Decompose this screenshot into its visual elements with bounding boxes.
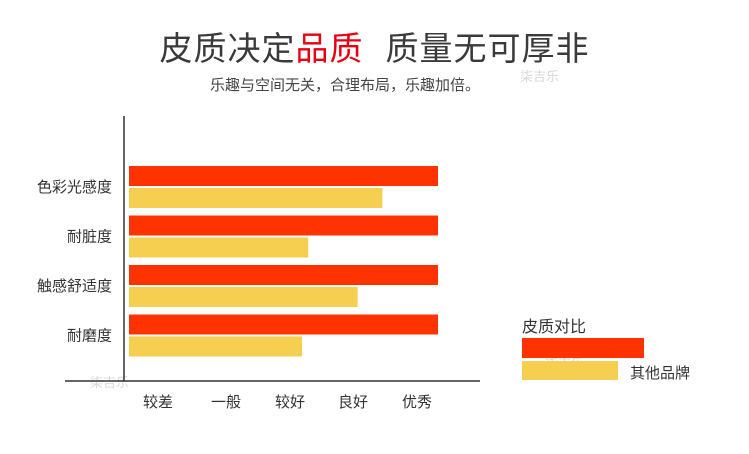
bar-other-2 [129, 237, 309, 258]
bar-other-1 [129, 188, 383, 208]
page-title: 皮质决定品质 质量无可厚非 [0, 22, 749, 70]
x-tick-label-2: 一般 [211, 393, 241, 411]
x-tick-label-3: 较好 [275, 393, 305, 411]
watermark-bottom: 柒吉乐 [90, 376, 130, 391]
watermark-top: 柒吉乐 [520, 70, 560, 85]
title-highlight: 品质 [295, 29, 364, 68]
category-label-1: 色彩光感度 [37, 178, 112, 196]
page-subtitle: 乐趣与空间无关，合理布局，乐趣加倍。 [210, 76, 481, 94]
category-label-4: 耐磨度 [67, 327, 112, 345]
bar-other-3 [129, 287, 358, 307]
legend-title: 皮质对比 [522, 317, 587, 336]
title-part-1: 皮质决定 [159, 29, 296, 68]
bar-ours-1 [129, 166, 438, 186]
title-part-2: 质量无可厚非 [385, 29, 590, 68]
x-tick-label-1: 较差 [143, 393, 173, 411]
bar-ours-4 [129, 314, 438, 335]
legend-swatch-other [522, 361, 618, 380]
bar-other-4 [129, 336, 303, 357]
bar-ours-3 [129, 265, 438, 285]
x-tick-label-5: 优秀 [402, 393, 432, 411]
legend-label-other: 其他品牌 [630, 364, 691, 382]
category-label-2: 耐脏度 [67, 228, 112, 246]
legend-swatch-ours [522, 338, 644, 358]
bar-ours-2 [129, 215, 438, 236]
x-tick-label-4: 良好 [338, 393, 368, 411]
category-label-3: 触感舒适度 [37, 277, 112, 295]
